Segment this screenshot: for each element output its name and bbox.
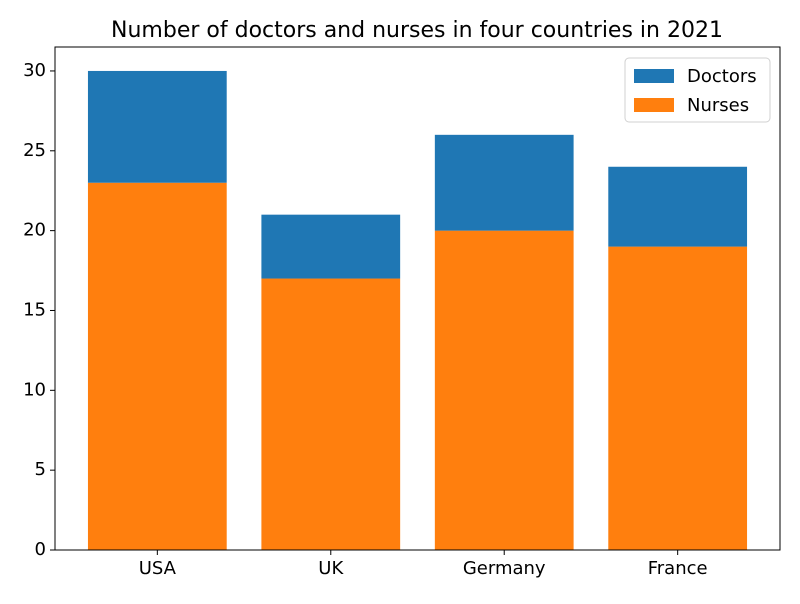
bar — [261, 214, 401, 279]
y-tick-label: 0 — [35, 539, 46, 560]
bar — [608, 166, 748, 247]
bar — [434, 134, 574, 231]
x-tick-label: France — [648, 558, 708, 579]
x-tick-label: USA — [139, 558, 177, 579]
x-tick-label: Germany — [463, 558, 546, 579]
bar — [261, 278, 401, 550]
legend-swatch — [634, 98, 674, 112]
y-tick-label: 15 — [23, 299, 46, 320]
y-tick-label: 25 — [23, 140, 46, 161]
y-tick-label: 20 — [23, 220, 46, 241]
chart-title: Number of doctors and nurses in four cou… — [111, 18, 723, 43]
y-tick-label: 10 — [23, 379, 46, 400]
x-tick-label: UK — [318, 558, 344, 579]
y-tick-label: 30 — [23, 60, 46, 81]
bar — [608, 246, 748, 550]
axes-frame — [54, 46, 781, 551]
bar — [87, 70, 227, 183]
bar — [87, 182, 227, 550]
bar — [434, 230, 574, 550]
legend-swatch — [634, 69, 674, 83]
legend-label: Nurses — [687, 95, 749, 116]
y-tick-label: 5 — [35, 459, 46, 480]
legend-label: Doctors — [687, 66, 757, 87]
